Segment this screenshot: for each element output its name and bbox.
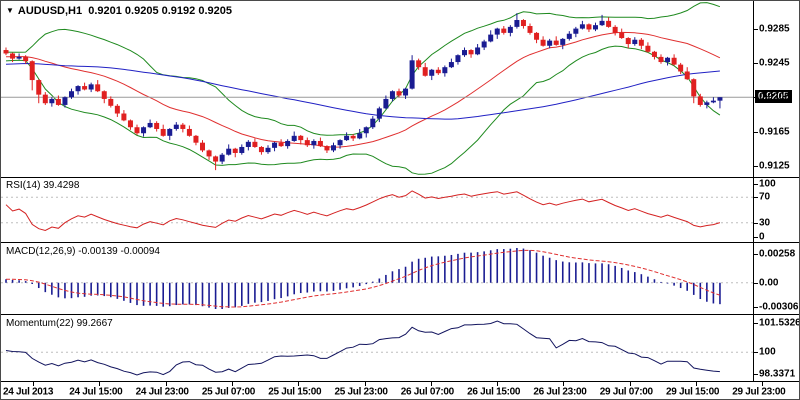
- chart-canvas[interactable]: [1, 1, 800, 400]
- chart-window: ▼ AUDUSD,H1 0.9201 0.9205 0.9192 0.9205 R…: [0, 0, 800, 400]
